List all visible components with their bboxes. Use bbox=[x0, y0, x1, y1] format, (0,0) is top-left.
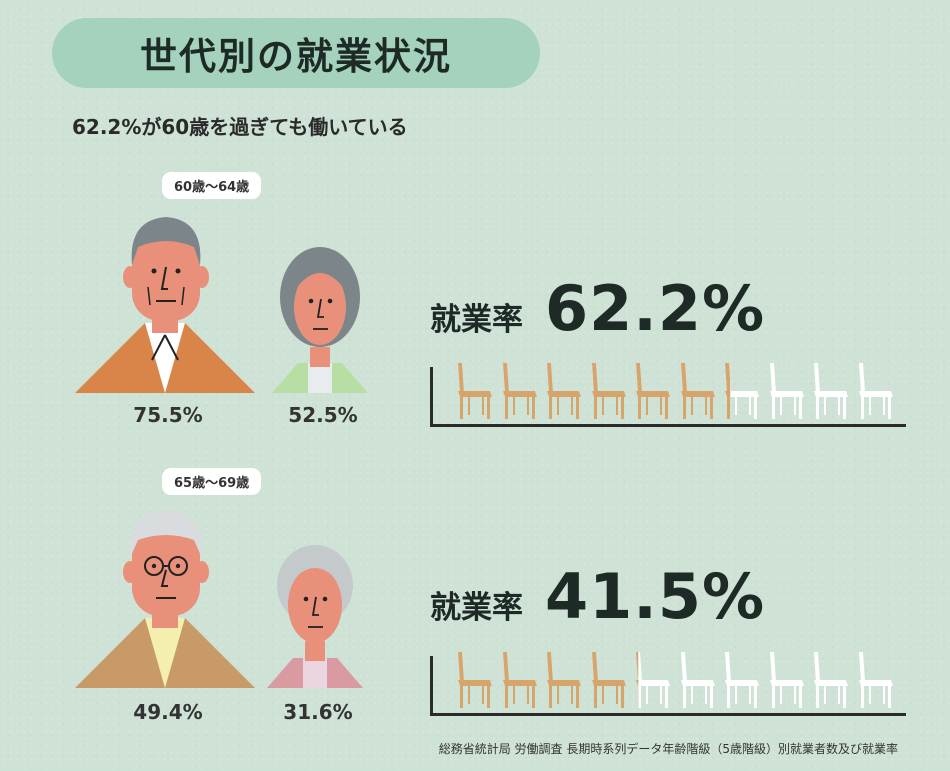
chair-icon bbox=[858, 363, 893, 419]
employment-rate-row: 就業率 62.2% bbox=[430, 272, 765, 345]
chair-icon bbox=[591, 652, 626, 708]
chair-rate-chart bbox=[430, 347, 910, 427]
chair-icon bbox=[591, 363, 626, 419]
chart-axis-vertical bbox=[430, 656, 433, 716]
subtitle: 62.2%が60歳を過ぎても働いている bbox=[72, 115, 408, 139]
elderly-man-illustration bbox=[75, 510, 255, 688]
female-percentage: 31.6% bbox=[283, 700, 353, 724]
chair-icon bbox=[769, 652, 804, 708]
older-man-illustration bbox=[75, 217, 255, 393]
employment-rate-label: 就業率 bbox=[430, 302, 523, 338]
chair-icon bbox=[725, 363, 759, 419]
employment-rate-value: 41.5% bbox=[545, 560, 766, 633]
title-banner: 世代別の就業状況 bbox=[52, 18, 540, 88]
chair-icon bbox=[502, 652, 537, 708]
chair-icon bbox=[725, 652, 759, 708]
employment-rate-value: 62.2% bbox=[545, 272, 766, 345]
page-title: 世代別の就業状況 bbox=[140, 35, 452, 78]
chair-icon bbox=[502, 363, 537, 419]
chart-axis-horizontal bbox=[430, 713, 906, 716]
male-percentage: 75.5% bbox=[133, 403, 203, 427]
chair-icon bbox=[680, 652, 715, 708]
chair-icon bbox=[458, 363, 492, 419]
older-woman-illustration bbox=[272, 247, 368, 393]
employment-rate-row: 就業率 41.5% bbox=[430, 560, 765, 633]
female-percentage: 52.5% bbox=[288, 403, 358, 427]
chair-icon bbox=[858, 652, 893, 708]
chair-icon bbox=[680, 363, 715, 419]
chart-axis-vertical bbox=[430, 367, 433, 427]
chair-icon bbox=[636, 363, 670, 419]
chart-axis-horizontal bbox=[430, 424, 906, 427]
chair-icon bbox=[769, 363, 804, 419]
chair-icon bbox=[814, 363, 848, 419]
elderly-woman-illustration bbox=[267, 545, 363, 688]
employment-rate-label: 就業率 bbox=[430, 590, 523, 626]
chair-icon bbox=[636, 652, 670, 708]
age-label-65-69: 65歳〜69歳 bbox=[162, 468, 262, 495]
age-label-60-64: 60歳〜64歳 bbox=[162, 172, 262, 199]
chair-icon bbox=[547, 363, 581, 419]
male-percentage: 49.4% bbox=[133, 700, 203, 724]
chair-icon bbox=[814, 652, 848, 708]
chair-icon bbox=[458, 652, 492, 708]
source-citation: 総務省統計局 労働調査 長期時系列データ年齢階級（5歳階級）別就業者数及び就業率 bbox=[438, 742, 898, 756]
chair-rate-chart bbox=[430, 636, 910, 716]
chair-icon bbox=[547, 652, 581, 708]
